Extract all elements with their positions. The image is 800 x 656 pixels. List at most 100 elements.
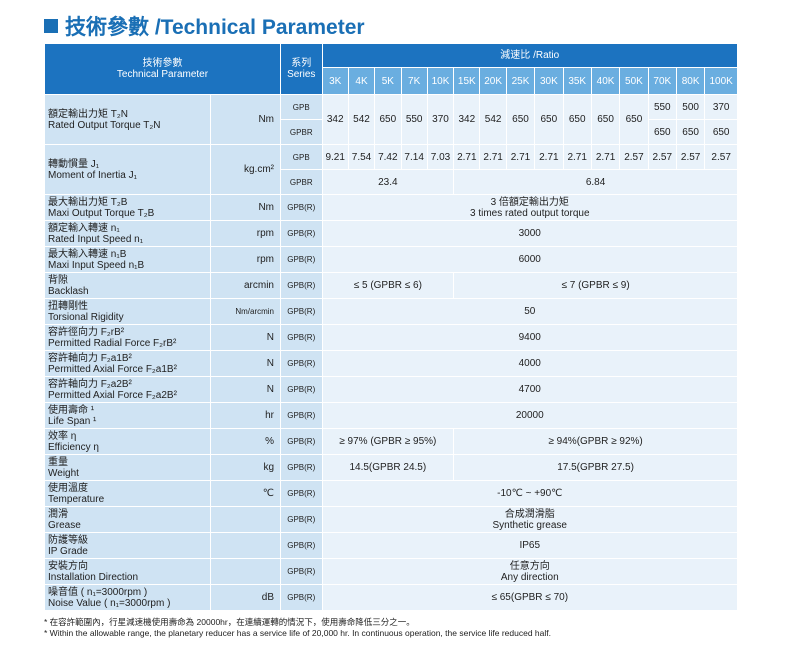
ratio-header-cell: 40K bbox=[590, 67, 621, 95]
series-cell: GPB(R) bbox=[280, 220, 323, 247]
value-cell: 550 bbox=[400, 94, 428, 145]
value-cell: ≤ 65(GPBR ≤ 70) bbox=[321, 584, 739, 611]
unit-cell: N bbox=[210, 350, 281, 377]
series-cell: GPB(R) bbox=[280, 298, 323, 325]
series-cell: GPB(R) bbox=[280, 272, 323, 299]
series-cell: GPB(R) bbox=[280, 558, 323, 585]
row-label-torsional-rigidity: 扭轉剛性 Torsional Rigidity bbox=[43, 298, 212, 325]
value-cell: 650 bbox=[374, 94, 402, 145]
row-label-backlash: 背隙 Backlash bbox=[43, 272, 212, 299]
row-label-permitted-radial-force: 容許徑向力 F₂rB² Permitted Radial Force F₂rB² bbox=[43, 324, 212, 351]
value-cell: 4700 bbox=[321, 376, 739, 403]
row-label-grease: 潤滑 Grease bbox=[43, 506, 212, 533]
value-cell: 17.5(GPBR 27.5) bbox=[453, 454, 738, 481]
value-cell: 6.84 bbox=[453, 169, 738, 195]
series-cell: GPB(R) bbox=[280, 402, 323, 429]
value-cell: 650 bbox=[619, 94, 649, 145]
page-title: 技術參數 /Technical Parameter bbox=[44, 13, 365, 39]
value-cell: 14.5(GPBR 24.5) bbox=[321, 454, 455, 481]
value-cell: ≥ 97% (GPBR ≥ 95%) bbox=[321, 428, 455, 455]
series-cell: GPB(R) bbox=[280, 532, 323, 559]
unit-cell: ℃ bbox=[210, 480, 281, 507]
ratio-header-cell: 3K bbox=[321, 67, 349, 95]
ratio-header-cell: 50K bbox=[619, 67, 649, 95]
unit-cell: % bbox=[210, 428, 281, 455]
series-cell: GPB(R) bbox=[280, 506, 323, 533]
ratio-header-cell: 35K bbox=[562, 67, 592, 95]
unit-cell: kg.cm² bbox=[210, 144, 281, 195]
header-technical-parameter: 技術參數 Technical Parameter bbox=[44, 43, 281, 95]
value-cell: 342 bbox=[321, 94, 349, 145]
value-cell: 7.03 bbox=[426, 144, 455, 170]
value-cell: 2.71 bbox=[562, 144, 592, 170]
value-cell: 2.57 bbox=[647, 144, 677, 170]
value-cell: 3 倍額定輸出力矩 3 times rated output torque bbox=[321, 194, 739, 221]
value-cell: 2.57 bbox=[704, 144, 738, 170]
row-label-permitted-axial-force-2: 容許軸向力 F₂a2B² Permitted Axial Force F₂a2B… bbox=[43, 376, 212, 403]
ratio-header-cell: 5K bbox=[374, 67, 402, 95]
ratio-header-cell: 70K bbox=[647, 67, 677, 95]
value-cell: 2.71 bbox=[453, 144, 481, 170]
unit-cell bbox=[210, 558, 281, 585]
row-label-weight: 重量 Weight bbox=[43, 454, 212, 481]
footnote-cn: * 在容許範圍內，行星減速機使用壽命為 20000hr，在連續運轉的情況下，使用… bbox=[44, 617, 415, 627]
ratio-header-cell: 7K bbox=[400, 67, 428, 95]
row-label-life-span: 使用壽命 ¹ Life Span ¹ bbox=[43, 402, 212, 429]
row-label-temperature: 使用溫度 Temperature bbox=[43, 480, 212, 507]
series-cell: GPBR bbox=[280, 169, 323, 195]
row-label-rated-output-torque: 額定輸出力矩 T₂N Rated Output Torque T₂N bbox=[43, 94, 212, 145]
unit-cell: kg bbox=[210, 454, 281, 481]
value-cell: 542 bbox=[347, 94, 376, 145]
unit-cell: hr bbox=[210, 402, 281, 429]
value-cell: 2.71 bbox=[505, 144, 536, 170]
unit-cell: Nm bbox=[210, 194, 281, 221]
ratio-header-cell: 25K bbox=[505, 67, 536, 95]
unit-cell: Nm bbox=[210, 94, 281, 145]
value-cell: 2.71 bbox=[534, 144, 564, 170]
series-cell: GPB(R) bbox=[280, 376, 323, 403]
ratio-header-cell: 30K bbox=[534, 67, 564, 95]
value-cell: 650 bbox=[590, 94, 621, 145]
value-cell: 550 bbox=[647, 94, 677, 120]
value-cell: 650 bbox=[647, 119, 677, 145]
series-cell: GPBR bbox=[280, 119, 323, 145]
row-label-maxi-output-torque: 最大輸出力矩 T₂B Maxi Output Torque T₂B bbox=[43, 194, 212, 221]
row-label-permitted-axial-force-1: 容許軸向力 F₂a1B² Permitted Axial Force F₂a1B… bbox=[43, 350, 212, 377]
ratio-header-cell: 10K bbox=[426, 67, 455, 95]
value-cell: 9.21 bbox=[321, 144, 349, 170]
value-cell: 3000 bbox=[321, 220, 739, 247]
value-cell: 2.71 bbox=[479, 144, 507, 170]
row-label-installation-direction: 安裝方向 Installation Direction bbox=[43, 558, 212, 585]
value-cell: 2.57 bbox=[619, 144, 649, 170]
unit-cell: Nm/arcmin bbox=[210, 298, 281, 325]
unit-cell: N bbox=[210, 376, 281, 403]
value-cell: 50 bbox=[321, 298, 739, 325]
value-cell: 合成潤滑脂 Synthetic grease bbox=[321, 506, 739, 533]
series-cell: GPB bbox=[280, 144, 323, 170]
value-cell: 任意方向 Any direction bbox=[321, 558, 739, 585]
unit-cell: arcmin bbox=[210, 272, 281, 299]
series-cell: GPB(R) bbox=[280, 324, 323, 351]
row-label-efficiency: 效率 η Efficiency η bbox=[43, 428, 212, 455]
unit-cell: dB bbox=[210, 584, 281, 611]
title-text: 技術參數 /Technical Parameter bbox=[65, 16, 365, 39]
value-cell: 7.54 bbox=[347, 144, 376, 170]
ratio-header-cell: 4K bbox=[347, 67, 376, 95]
technical-parameter-table: 技術參數 Technical Parameter 系列 Series 減速比 /… bbox=[43, 43, 739, 611]
series-cell: GPB(R) bbox=[280, 480, 323, 507]
value-cell: 9400 bbox=[321, 324, 739, 351]
value-cell: IP65 bbox=[321, 532, 739, 559]
row-label-rated-input-speed: 額定輸入轉速 n₁ Rated Input Speed n₁ bbox=[43, 220, 212, 247]
footnote: * 在容許範圍內，行星減速機使用壽命為 20000hr，在連續運轉的情況下，使用… bbox=[44, 617, 551, 639]
series-cell: GPB(R) bbox=[280, 194, 323, 221]
footnote-en: * Within the allowable range, the planet… bbox=[44, 628, 551, 638]
value-cell: ≤ 5 (GPBR ≤ 6) bbox=[321, 272, 455, 299]
header-ratio: 減速比 /Ratio bbox=[321, 43, 739, 68]
value-cell: 650 bbox=[534, 94, 564, 145]
value-cell: 4000 bbox=[321, 350, 739, 377]
unit-cell bbox=[210, 506, 281, 533]
row-label-noise-value: 噪音值 ( n₁=3000rpm ) Noise Value ( n₁=3000… bbox=[43, 584, 212, 611]
ratio-header-cell: 80K bbox=[675, 67, 706, 95]
series-cell: GPB(R) bbox=[280, 246, 323, 273]
ratio-header-cell: 100K bbox=[704, 67, 738, 95]
